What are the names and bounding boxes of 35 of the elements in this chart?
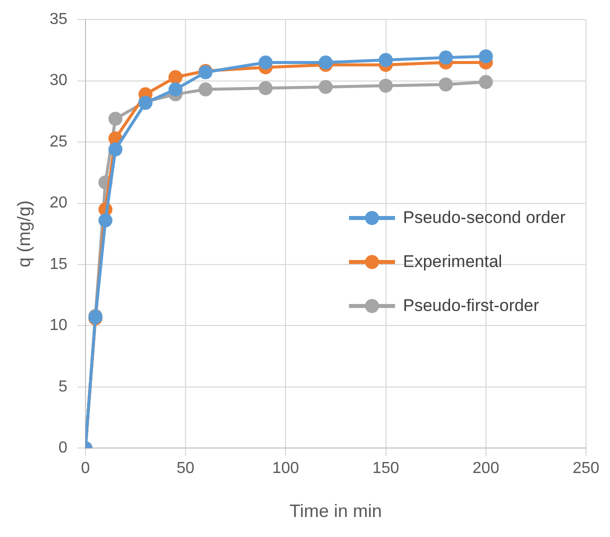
y-tick-label: 0: [58, 440, 68, 457]
point: [168, 82, 183, 96]
point: [258, 81, 273, 96]
legend-label: Pseudo-first-order: [403, 296, 540, 316]
point: [378, 53, 393, 68]
point: [378, 78, 393, 93]
y-tick-label: 10: [50, 317, 68, 334]
point: [318, 55, 333, 70]
x-tick-label: 150: [372, 460, 400, 478]
legend-label: Pseudo-second order: [403, 208, 566, 228]
y-tick-label: 20: [50, 194, 68, 212]
y-tick-label: 15: [50, 256, 68, 273]
x-tick-label: 0: [80, 460, 90, 478]
y-axis-title: q (mg/g): [14, 200, 34, 268]
point: [168, 70, 183, 84]
point: [198, 82, 213, 96]
point: [438, 50, 453, 65]
x-tick-label: 200: [472, 460, 500, 478]
point: [108, 112, 122, 126]
x-tick-label: 50: [176, 460, 195, 478]
point: [478, 75, 493, 90]
point: [318, 80, 333, 94]
y-tick-label: 5: [58, 378, 68, 396]
y-tick-label: 35: [50, 11, 68, 28]
x-axis-title: Time in min: [290, 501, 382, 522]
y-tick-label: 25: [50, 133, 68, 150]
point: [98, 213, 112, 228]
x-tick-label: 250: [572, 460, 600, 478]
x-tick-label: 100: [272, 460, 300, 478]
y-tick-label: 30: [50, 72, 68, 90]
point: [438, 78, 453, 92]
point: [258, 55, 273, 70]
point: [108, 142, 122, 156]
legend-label: Experimental: [403, 252, 502, 272]
point: [478, 49, 493, 64]
